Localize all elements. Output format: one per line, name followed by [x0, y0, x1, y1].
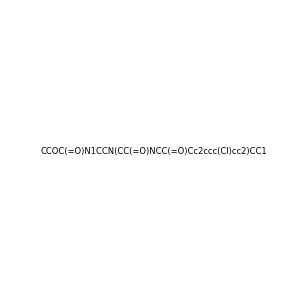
Text: CCOC(=O)N1CCN(CC(=O)NCC(=O)Cc2ccc(Cl)cc2)CC1: CCOC(=O)N1CCN(CC(=O)NCC(=O)Cc2ccc(Cl)cc2… — [40, 147, 267, 156]
